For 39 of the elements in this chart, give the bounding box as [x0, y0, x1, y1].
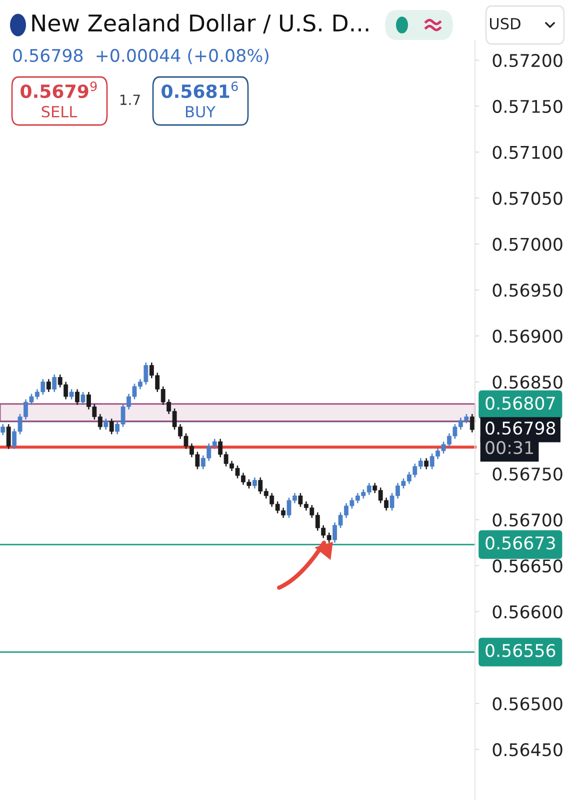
y-tick-label: 0.57050: [492, 192, 562, 205]
y-tick-label: 0.56900: [492, 330, 562, 343]
y-tick-label: 0.56500: [492, 697, 562, 710]
y-tick-label: 0.56750: [492, 467, 562, 481]
annotation: 0.5681$^{6}$: [162, 82, 238, 98]
y-tick-label: 0.56850: [492, 376, 562, 389]
y-tick-label: 0.56600: [492, 605, 562, 618]
y-tick-label: 0.56700: [492, 513, 562, 527]
chart-subtitle: 0.56798 +0.00044 (+0.08%): [13, 48, 268, 64]
chart-title: New Zealand Dollar / U.S. D...: [32, 14, 368, 34]
candlestick: [470, 413, 474, 434]
candlestick: [52, 374, 57, 393]
candlestick: [252, 476, 257, 490]
text: 0.56798: [486, 422, 556, 435]
annotation: BUY: [186, 106, 216, 118]
candlestick: [69, 388, 74, 400]
y-tick-label: 0.57100: [492, 146, 562, 159]
text: 00:31: [486, 441, 533, 454]
y-tick-label: 0.57200: [492, 54, 562, 68]
annotation: 1.7: [120, 94, 140, 105]
candlestick: [80, 391, 86, 406]
annotation: 0.5679$^{9}$: [20, 82, 97, 98]
ref-line-label: 0.56673: [486, 536, 555, 550]
y-tick-label: 0.56450: [492, 743, 562, 756]
text: USD: [490, 18, 520, 30]
y-tick-label: 0.56950: [492, 284, 562, 297]
candlestick: [104, 418, 108, 430]
candlestick: [6, 424, 11, 450]
candlestick: [0, 424, 6, 436]
y-tick-label: 0.57000: [492, 238, 562, 251]
candlestick: [46, 378, 51, 393]
y-tick-label: 0.57150: [492, 100, 562, 114]
y-tick-label: 0.56650: [492, 559, 562, 572]
ref-line-label: 0.56807: [486, 396, 555, 410]
candlestick: [109, 418, 114, 435]
annotation: SELL: [42, 106, 78, 118]
candlestick: [75, 388, 80, 406]
candlestick: [424, 458, 429, 470]
ref-line-label: 0.56556: [486, 644, 556, 658]
